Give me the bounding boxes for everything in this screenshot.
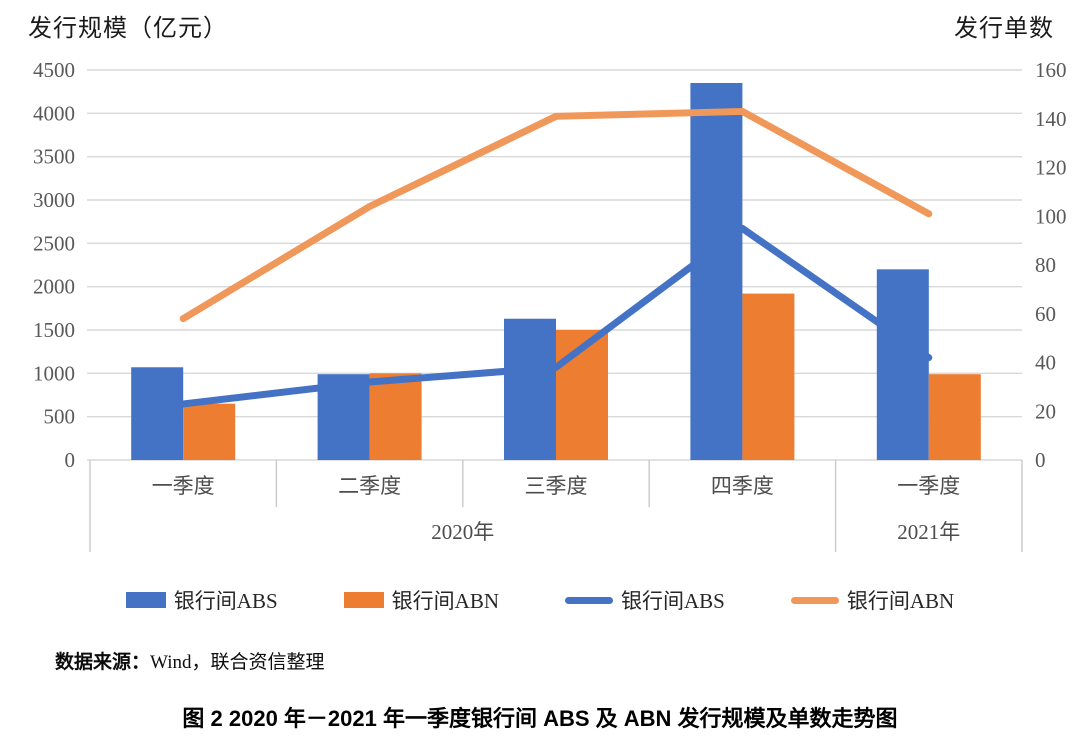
bar-abs-4 [876, 269, 929, 460]
legend-label-abn-bar: 银行间ABN [391, 589, 499, 613]
chart-legend: 银行间ABS 银行间ABN 银行间ABS 银行间ABN [0, 585, 1080, 615]
legend-item-abs-bar: 银行间ABS [125, 585, 278, 615]
right-axis-tick: 60 [1035, 302, 1056, 326]
category-label: 三季度 [525, 474, 588, 498]
left-axis-tick: 500 [44, 405, 76, 429]
left-axis-tick: 4000 [33, 101, 75, 125]
source-text: Wind，联合资信整理 [150, 652, 325, 673]
left-axis-tick: 3500 [33, 145, 75, 169]
left-axis-tick: 1000 [33, 361, 75, 385]
legend-label-abn-line: 银行间ABN [846, 589, 955, 613]
abn-line-swatch-icon [790, 596, 839, 604]
line-abs [179, 224, 933, 408]
left-axis-tick: 4500 [33, 58, 75, 82]
right-axis-title: 发行单数 [954, 16, 1054, 42]
source-note: 数据来源：Wind，联合资信整理 [55, 647, 324, 674]
source-prefix: 数据来源： [55, 652, 151, 673]
legend-item-abn-line: 银行间ABN [790, 585, 955, 615]
right-axis-tick: 40 [1035, 351, 1056, 375]
category-label: 一季度 [152, 474, 215, 498]
abn-bar-swatch-icon [343, 592, 384, 608]
bar-abs-0 [131, 367, 184, 460]
left-axis-tick: 0 [65, 448, 76, 472]
legend-item-abs-line: 银行间ABS [565, 585, 725, 615]
right-axis-tick: 140 [1035, 107, 1067, 131]
bar-abn-4 [928, 374, 981, 460]
right-axis-tick: 0 [1035, 448, 1046, 472]
legend-label-abs-line: 银行间ABS [621, 589, 725, 613]
bar-abn-1 [369, 373, 422, 460]
bar-abs-3 [690, 83, 743, 460]
line-abn [179, 107, 933, 323]
figure-caption: 图 2 2020 年－2021 年一季度银行间 ABS 及 ABN 发行规模及单… [182, 706, 898, 731]
combo-chart: 4500400035003000250020001500100050001601… [33, 58, 1067, 552]
legend-item-abn-bar: 银行间ABN [343, 585, 499, 615]
left-axis-title: 发行规模（亿元） [28, 16, 228, 42]
right-axis-tick: 80 [1035, 253, 1056, 277]
category-label: 一季度 [897, 474, 960, 498]
left-axis-tick: 1500 [33, 318, 75, 342]
right-axis-tick: 20 [1035, 399, 1056, 423]
left-axis-tick: 2500 [33, 231, 75, 255]
right-axis-tick: 160 [1035, 58, 1067, 82]
legend-label-abs-bar: 银行间ABS [173, 589, 278, 613]
left-axis-tick: 3000 [33, 188, 75, 212]
right-axis-tick: 100 [1035, 204, 1067, 228]
year-label: 2021年 [897, 520, 960, 544]
category-label: 四季度 [711, 474, 774, 498]
right-axis-tick: 120 [1035, 156, 1067, 180]
left-axis-tick: 2000 [33, 275, 75, 299]
abs-line-swatch-icon [565, 596, 613, 604]
bar-abs-2 [504, 318, 556, 460]
bar-abn-3 [742, 293, 795, 460]
bar-abn-0 [183, 403, 236, 460]
year-label: 2020年 [431, 520, 494, 544]
abs-bar-swatch-icon [125, 592, 166, 608]
category-label: 二季度 [338, 474, 401, 498]
